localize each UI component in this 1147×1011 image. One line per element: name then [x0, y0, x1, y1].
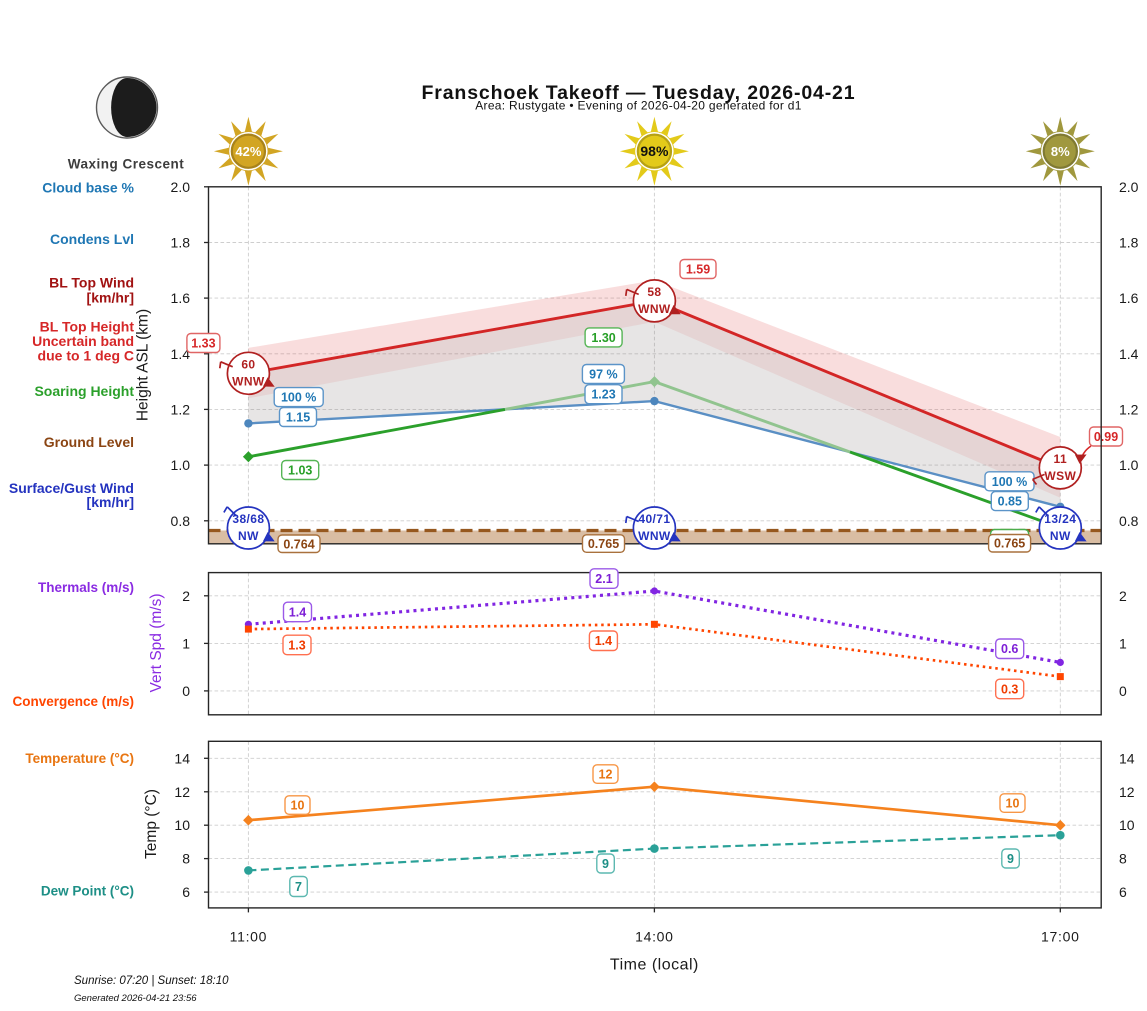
svg-text:1.4: 1.4 — [1119, 346, 1139, 362]
svg-text:10: 10 — [1119, 817, 1135, 833]
svg-text:WSW: WSW — [1044, 469, 1076, 483]
svg-text:Sunrise: 07:20 | Sunset: 18:10: Sunrise: 07:20 | Sunset: 18:10 — [74, 975, 229, 987]
svg-text:Temperature (°C): Temperature (°C) — [25, 751, 134, 766]
svg-text:BL Top Wind: BL Top Wind — [49, 274, 134, 290]
svg-text:0: 0 — [1119, 683, 1127, 699]
svg-text:7: 7 — [295, 880, 302, 894]
svg-text:2: 2 — [182, 588, 190, 604]
svg-text:Height ASL (km): Height ASL (km) — [135, 309, 152, 421]
svg-text:Time (local): Time (local) — [610, 957, 699, 974]
svg-text:1.33: 1.33 — [191, 337, 215, 351]
svg-text:Vert Spd (m/s): Vert Spd (m/s) — [148, 593, 165, 692]
svg-text:8: 8 — [182, 851, 190, 867]
svg-text:2.1: 2.1 — [595, 572, 612, 586]
svg-text:due to 1 deg C: due to 1 deg C — [38, 348, 134, 364]
svg-text:1.4: 1.4 — [289, 606, 306, 620]
svg-text:98%: 98% — [640, 143, 669, 159]
svg-text:6: 6 — [1119, 884, 1127, 900]
svg-text:1.59: 1.59 — [686, 263, 710, 277]
svg-text:12: 12 — [174, 784, 190, 800]
svg-text:9: 9 — [1007, 852, 1014, 866]
svg-text:38/68: 38/68 — [232, 512, 264, 526]
svg-text:1.23: 1.23 — [591, 388, 615, 402]
svg-text:12: 12 — [1119, 784, 1135, 800]
svg-text:1.30: 1.30 — [591, 331, 615, 345]
svg-text:1.4: 1.4 — [171, 346, 191, 362]
svg-text:Waxing Crescent: Waxing Crescent — [68, 157, 185, 172]
svg-text:6: 6 — [182, 884, 190, 900]
svg-text:10: 10 — [1006, 797, 1020, 811]
svg-text:1.2: 1.2 — [1119, 401, 1139, 417]
svg-text:42%: 42% — [235, 144, 261, 159]
svg-text:Area: Rustygate • Evening of 2: Area: Rustygate • Evening of 2026-04-20 … — [475, 99, 802, 113]
svg-text:0: 0 — [182, 683, 190, 699]
svg-text:8: 8 — [1119, 851, 1127, 867]
svg-text:Soaring Height: Soaring Height — [34, 383, 134, 399]
svg-text:1.0: 1.0 — [1119, 457, 1139, 473]
svg-text:NW: NW — [1050, 529, 1071, 543]
svg-text:9: 9 — [602, 857, 609, 871]
svg-text:0.764: 0.764 — [283, 537, 314, 551]
svg-text:10: 10 — [291, 799, 305, 813]
svg-text:1.0: 1.0 — [171, 457, 191, 473]
svg-text:40/71: 40/71 — [638, 512, 670, 526]
svg-text:100 %: 100 % — [992, 475, 1027, 489]
svg-text:60: 60 — [241, 357, 255, 371]
svg-text:Convergence (m/s): Convergence (m/s) — [12, 694, 134, 709]
svg-text:8%: 8% — [1051, 144, 1070, 159]
svg-text:97 %: 97 % — [589, 368, 618, 382]
svg-text:11: 11 — [1054, 452, 1068, 466]
svg-text:14: 14 — [1119, 750, 1135, 766]
svg-text:0.8: 0.8 — [1119, 513, 1139, 529]
svg-text:Temp (°C): Temp (°C) — [143, 789, 160, 859]
svg-text:13/24: 13/24 — [1044, 512, 1076, 526]
svg-text:2: 2 — [1119, 588, 1127, 604]
svg-text:Condens Lvl: Condens Lvl — [50, 231, 134, 247]
svg-text:Ground Level: Ground Level — [44, 434, 134, 450]
svg-text:1.2: 1.2 — [171, 401, 191, 417]
svg-text:0.765: 0.765 — [588, 537, 619, 551]
svg-text:NW: NW — [238, 529, 259, 543]
svg-text:10: 10 — [174, 817, 190, 833]
svg-text:0.99: 0.99 — [1094, 430, 1118, 444]
svg-text:1.03: 1.03 — [288, 464, 312, 478]
svg-text:Franschoek Takeoff — Tuesday,: Franschoek Takeoff — Tuesday, 2026-04-21 — [422, 82, 856, 104]
svg-text:Generated 2026-04-21 23:56: Generated 2026-04-21 23:56 — [74, 993, 197, 1004]
svg-text:1.15: 1.15 — [286, 411, 310, 425]
svg-text:1.6: 1.6 — [171, 290, 191, 306]
svg-text:1.4: 1.4 — [595, 634, 612, 648]
svg-text:[km/hr]: [km/hr] — [87, 289, 134, 305]
svg-text:2.0: 2.0 — [1119, 179, 1139, 195]
svg-text:WNW: WNW — [638, 529, 671, 543]
svg-text:58: 58 — [647, 285, 661, 299]
svg-text:1: 1 — [182, 635, 190, 651]
svg-text:14: 14 — [174, 750, 190, 766]
svg-text:Uncertain band: Uncertain band — [32, 333, 134, 349]
svg-text:WNW: WNW — [232, 374, 265, 388]
svg-text:1.8: 1.8 — [171, 235, 191, 251]
svg-text:0.765: 0.765 — [994, 537, 1025, 551]
svg-text:17:00: 17:00 — [1041, 929, 1080, 945]
svg-text:BL Top Height: BL Top Height — [40, 318, 135, 334]
svg-text:1.6: 1.6 — [1119, 290, 1139, 306]
svg-text:2.0: 2.0 — [171, 179, 191, 195]
svg-text:0.8: 0.8 — [171, 513, 191, 529]
svg-text:1.8: 1.8 — [1119, 235, 1139, 251]
svg-text:Cloud base %: Cloud base % — [42, 179, 134, 195]
svg-text:100 %: 100 % — [281, 391, 316, 405]
svg-text:[km/hr]: [km/hr] — [87, 494, 134, 510]
svg-text:1: 1 — [1119, 635, 1127, 651]
svg-text:12: 12 — [599, 768, 613, 782]
svg-text:14:00: 14:00 — [635, 929, 674, 945]
svg-text:11:00: 11:00 — [230, 929, 268, 945]
svg-text:0.6: 0.6 — [1001, 642, 1018, 656]
svg-text:0.85: 0.85 — [998, 495, 1022, 509]
svg-text:1.3: 1.3 — [288, 639, 305, 653]
svg-text:Thermals (m/s): Thermals (m/s) — [38, 580, 134, 595]
svg-text:Dew Point (°C): Dew Point (°C) — [41, 883, 134, 898]
svg-text:WNW: WNW — [638, 302, 671, 316]
svg-text:0.3: 0.3 — [1001, 683, 1018, 697]
svg-text:Surface/Gust Wind: Surface/Gust Wind — [9, 480, 134, 496]
